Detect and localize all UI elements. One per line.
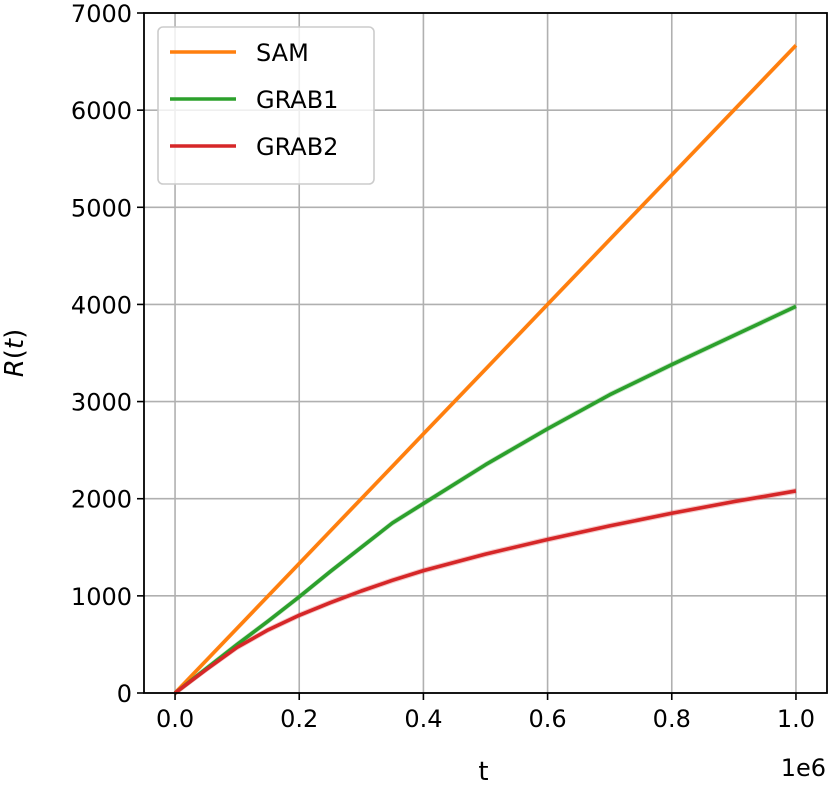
legend-label: GRAB1 (256, 86, 338, 114)
x-axis-ticks: 0.0 0.2 0.4 0.6 0.8 1.0 (156, 693, 815, 733)
legend-item-grab1: GRAB1 (170, 86, 338, 114)
y-tick-label: 5000 (71, 194, 132, 222)
x-tick-label: 0.0 (156, 705, 194, 733)
x-tick-label: 1.0 (777, 705, 815, 733)
legend: SAM GRAB1 GRAB2 (157, 26, 375, 185)
y-tick-label: 0 (117, 680, 132, 708)
y-tick-label: 1000 (71, 583, 132, 611)
series-lines (173, 44, 798, 695)
x-axis-offset-label: 1e6 (781, 754, 826, 782)
y-tick-label: 6000 (71, 97, 132, 125)
y-tick-label: 3000 (71, 389, 132, 417)
legend-items: SAM GRAB1 GRAB2 (170, 39, 338, 161)
x-axis-label: t (478, 757, 488, 787)
x-tick-label: 0.2 (280, 705, 318, 733)
legend-label: SAM (256, 39, 309, 67)
series-band-grab2 (175, 487, 796, 696)
series-line-grab2 (173, 489, 797, 695)
series-line-sam (173, 44, 798, 695)
x-tick-label: 0.4 (404, 705, 442, 733)
series-band-grab1 (175, 303, 796, 696)
legend-item-sam: SAM (170, 39, 309, 67)
y-axis-ticks: 0 1000 2000 3000 4000 5000 6000 7000 (71, 0, 144, 708)
series-line-grab1 (173, 304, 797, 695)
y-tick-label: 7000 (71, 0, 132, 28)
y-tick-label: 4000 (71, 291, 132, 319)
legend-item-grab2: GRAB2 (170, 133, 338, 161)
x-tick-label: 0.8 (653, 705, 691, 733)
y-axis-label: R(t) (0, 329, 30, 378)
axes-frame (143, 12, 828, 694)
legend-label: GRAB2 (256, 133, 338, 161)
y-tick-label: 2000 (71, 486, 132, 514)
x-tick-label: 0.6 (529, 705, 567, 733)
